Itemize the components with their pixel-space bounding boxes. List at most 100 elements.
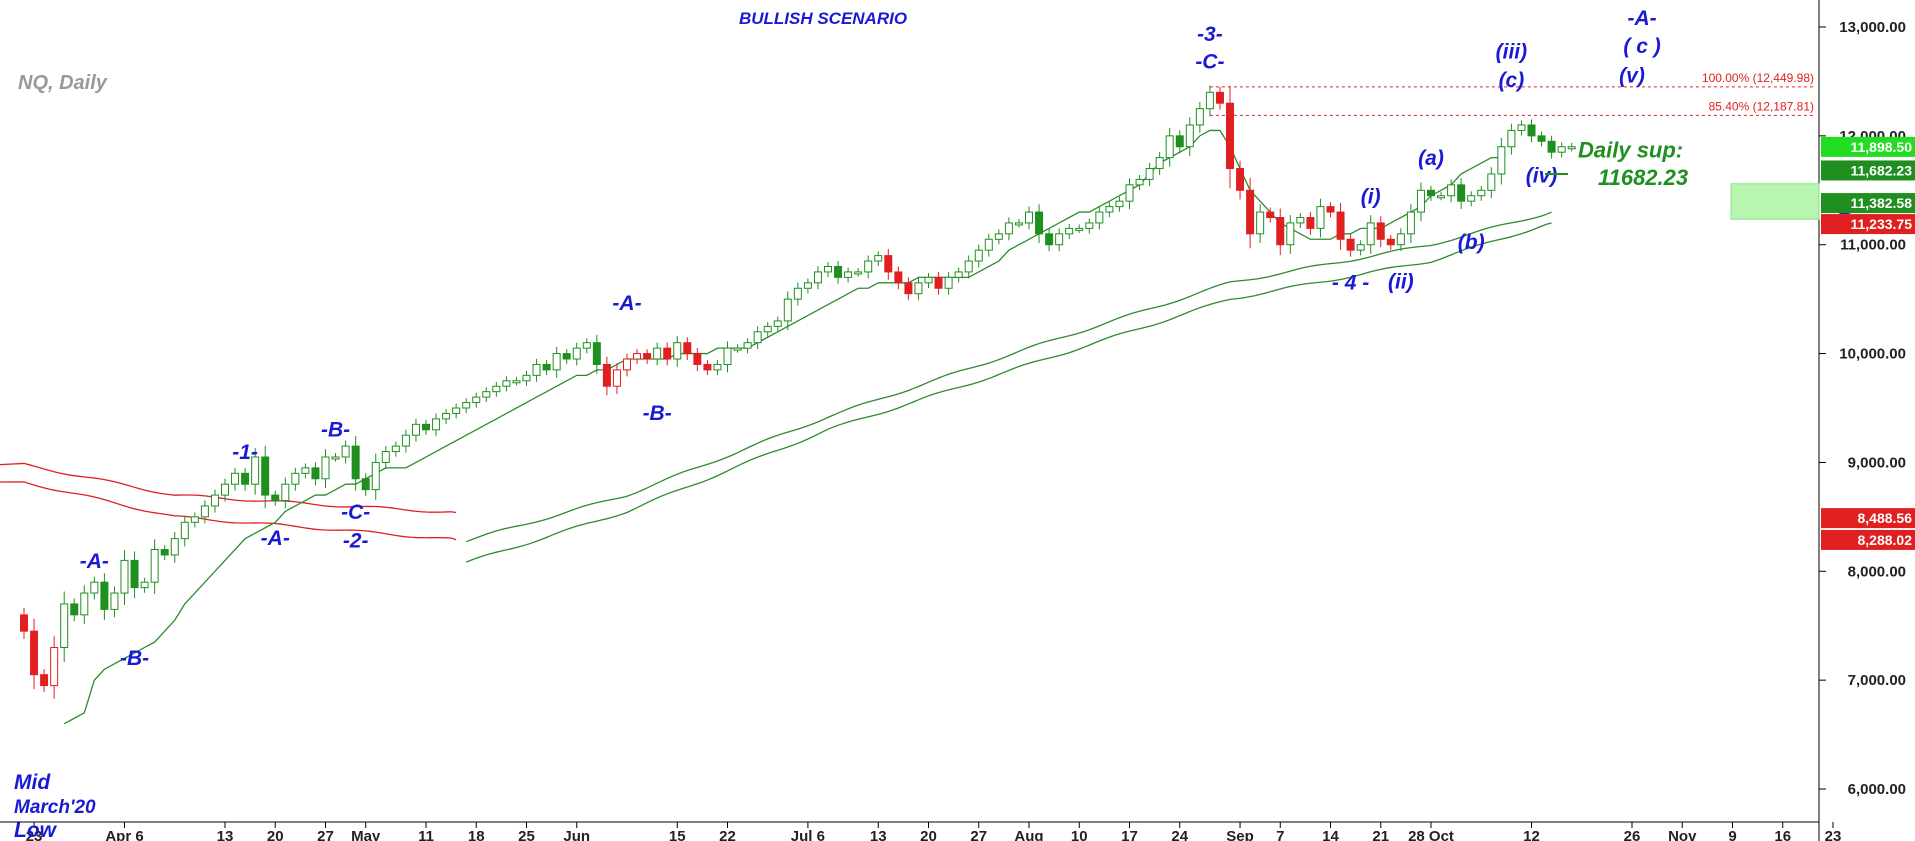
candle-body: [542, 363, 551, 371]
moving-average-line: [465, 211, 1552, 543]
candle-body: [1236, 168, 1245, 191]
x-tick-label: 10: [1071, 828, 1088, 841]
x-tick-label: Jul 6: [791, 828, 825, 841]
candle-body: [90, 581, 99, 594]
x-tick-label: 15: [669, 828, 686, 841]
wave-label: (v): [1619, 65, 1645, 88]
wave-label: (iv): [1526, 165, 1558, 188]
candle-body: [623, 358, 631, 371]
candle-body: [884, 255, 893, 273]
x-tick-label: 20: [920, 828, 937, 841]
x-tick-label: 27: [317, 828, 334, 841]
candle-body: [653, 347, 662, 360]
candle-body: [683, 342, 692, 355]
x-tick-label: 14: [1322, 828, 1339, 841]
x-tick-label: Apr 6: [105, 828, 143, 841]
candle-body: [231, 472, 240, 485]
wave-label: (ii): [1388, 270, 1414, 293]
x-tick-label: 23: [1825, 828, 1842, 841]
price-tag-label: 8,288.02: [1858, 532, 1913, 548]
target-zone: [1730, 183, 1820, 220]
candle-body: [150, 549, 159, 583]
y-tick-label: 13,000.00: [1839, 19, 1906, 36]
candle-body: [1125, 184, 1134, 202]
candle-body: [1507, 129, 1516, 148]
candle-body: [411, 423, 420, 436]
candle-body: [1246, 189, 1255, 235]
price-tag-label: 11,898.50: [1850, 139, 1912, 155]
candle-body: [452, 407, 461, 414]
candle-body: [1416, 189, 1425, 213]
candle-body: [1195, 108, 1204, 126]
x-tick-label: 11: [418, 828, 434, 841]
candle-body: [813, 271, 822, 284]
candle-body: [341, 445, 350, 458]
x-tick-label: 26: [1624, 828, 1641, 841]
candle-body: [1296, 217, 1305, 224]
wave-label: ( c ): [1623, 35, 1660, 58]
candle-body: [572, 347, 581, 360]
candle-body: [703, 363, 712, 371]
candle-body: [462, 402, 471, 409]
candle-body: [743, 342, 752, 349]
candle-body: [633, 353, 642, 360]
candle-body: [874, 255, 883, 262]
candle-body: [1336, 211, 1345, 240]
candle-body: [1517, 124, 1526, 131]
candle-body: [1085, 222, 1094, 229]
candle-body: [432, 418, 441, 431]
candle-body: [1155, 157, 1164, 170]
candle-body: [773, 320, 782, 327]
support-label: Daily sup:: [1578, 138, 1683, 163]
candle-body: [1477, 189, 1486, 197]
candle-body: [1035, 211, 1044, 235]
candle-body: [301, 467, 310, 474]
y-tick-label: 8,000.00: [1848, 563, 1906, 580]
x-tick-label: May: [351, 828, 381, 841]
candle-body: [40, 674, 49, 687]
moving-average-lines: [0, 129, 1552, 725]
price-tag-label: 11,682.23: [1850, 162, 1912, 178]
candle-body: [1175, 135, 1184, 148]
candle-body: [331, 456, 340, 460]
wave-label: -A-: [1627, 7, 1656, 30]
x-tick-label: Sep: [1226, 828, 1254, 841]
candle-body: [472, 396, 481, 404]
wave-label: Low: [14, 819, 58, 841]
symbol-label: NQ, Daily: [18, 72, 108, 94]
price-tag-bg: [1821, 529, 1915, 550]
candle-body: [954, 271, 963, 278]
candle-body: [612, 369, 621, 387]
candle-body: [210, 494, 219, 507]
fib-level-label: 85.40% (12,187.81): [1709, 99, 1814, 113]
trailing-line: [63, 129, 1502, 725]
candle-body: [592, 342, 601, 365]
price-tag-label: 11,382.58: [1850, 195, 1912, 211]
x-tick-label: 22: [719, 828, 736, 841]
candle-body: [763, 325, 772, 333]
candle-body: [1306, 217, 1315, 229]
candle-body: [160, 549, 169, 556]
candle-body: [522, 374, 531, 382]
candle-body: [864, 260, 873, 273]
candle-body: [974, 249, 983, 262]
candle-body: [401, 434, 410, 447]
candle-body: [994, 233, 1003, 240]
x-tick-label: 25: [518, 828, 535, 841]
candle-body: [1095, 211, 1104, 224]
wave-label: (i): [1361, 185, 1381, 208]
candle-body: [1467, 195, 1476, 202]
candle-body: [200, 505, 209, 518]
candle-body: [643, 353, 652, 360]
candle-body: [723, 347, 732, 365]
wave-label: Mid: [14, 771, 51, 794]
x-tick-label: 13: [217, 828, 234, 841]
candle-body: [894, 271, 903, 284]
candle-body: [1386, 238, 1395, 246]
candle-body: [281, 483, 290, 502]
candle-body: [1376, 222, 1385, 240]
candle-body: [1346, 238, 1355, 251]
candle-body: [60, 603, 69, 648]
candle-body: [673, 342, 682, 360]
